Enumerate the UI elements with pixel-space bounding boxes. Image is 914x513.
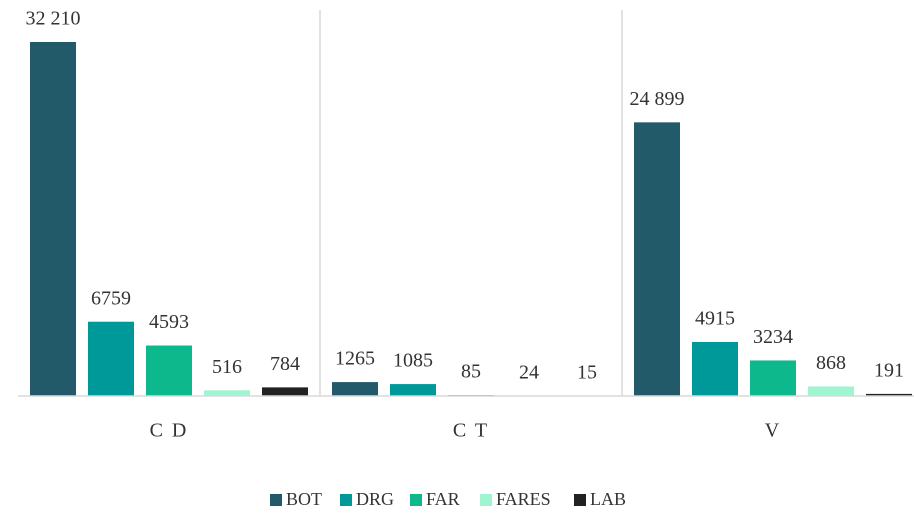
- data-label: 516: [212, 356, 242, 378]
- legend-label: LAB: [590, 489, 626, 509]
- x-tick-label: C T: [453, 420, 489, 442]
- legend-swatch: [574, 494, 586, 506]
- data-label: 85: [461, 361, 481, 383]
- x-tick-label: V: [765, 420, 781, 442]
- bar: [390, 384, 436, 396]
- data-label: 3234: [753, 326, 793, 348]
- data-label: 32 210: [26, 8, 81, 30]
- bar: [30, 42, 76, 396]
- bar: [332, 382, 378, 396]
- data-label: 1085: [393, 350, 433, 372]
- bar: [808, 386, 854, 396]
- data-label: 4593: [149, 311, 189, 333]
- data-label: 868: [816, 352, 846, 374]
- bar: [146, 345, 192, 396]
- data-label: 4915: [695, 308, 735, 330]
- x-tick-label: C D: [150, 420, 189, 442]
- data-label: 784: [270, 353, 300, 375]
- legend-label: BOT: [286, 489, 322, 509]
- legend-label: FAR: [426, 489, 460, 509]
- bar: [262, 387, 308, 396]
- legend-swatch: [480, 494, 492, 506]
- data-label: 15: [577, 361, 597, 383]
- data-label: 1265: [335, 348, 375, 370]
- bar: [750, 360, 796, 396]
- bar: [866, 393, 912, 396]
- bar: [88, 321, 134, 396]
- data-label: 6759: [91, 287, 131, 309]
- data-label: 191: [874, 359, 904, 381]
- legend-swatch: [340, 494, 352, 506]
- legend-label: DRG: [356, 489, 394, 509]
- bar: [204, 390, 250, 396]
- legend-label: FARES: [496, 489, 551, 509]
- bar: [634, 122, 680, 396]
- data-label: 24 899: [630, 88, 685, 110]
- legend-swatch: [270, 494, 282, 506]
- bar: [692, 341, 738, 396]
- data-label: 24: [519, 361, 539, 383]
- legend-swatch: [410, 494, 422, 506]
